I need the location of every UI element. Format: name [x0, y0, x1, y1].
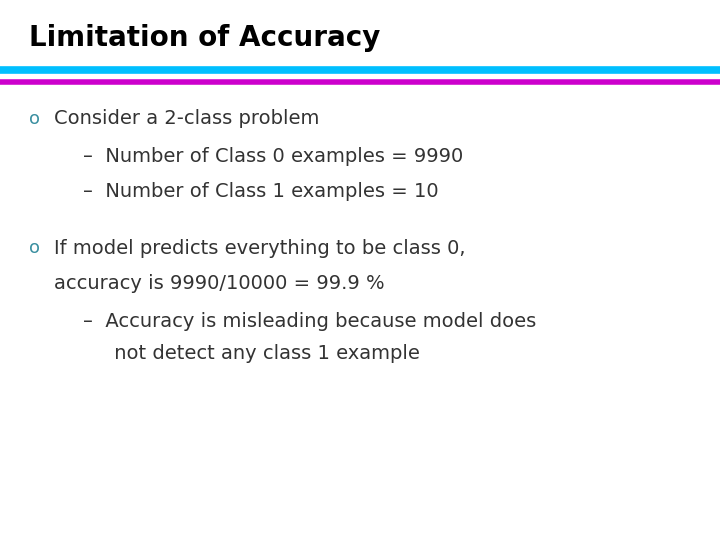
- Text: Consider a 2-class problem: Consider a 2-class problem: [54, 109, 320, 129]
- Text: Limitation of Accuracy: Limitation of Accuracy: [29, 24, 380, 52]
- Text: If model predicts everything to be class 0,: If model predicts everything to be class…: [54, 239, 466, 258]
- Text: –  Number of Class 0 examples = 9990: – Number of Class 0 examples = 9990: [83, 147, 463, 166]
- Text: o: o: [29, 239, 40, 258]
- Text: not detect any class 1 example: not detect any class 1 example: [83, 344, 420, 363]
- Text: –  Accuracy is misleading because model does: – Accuracy is misleading because model d…: [83, 312, 536, 331]
- Text: –  Number of Class 1 examples = 10: – Number of Class 1 examples = 10: [83, 182, 438, 201]
- Text: o: o: [29, 110, 40, 128]
- Text: accuracy is 9990/10000 = 99.9 %: accuracy is 9990/10000 = 99.9 %: [54, 274, 384, 293]
